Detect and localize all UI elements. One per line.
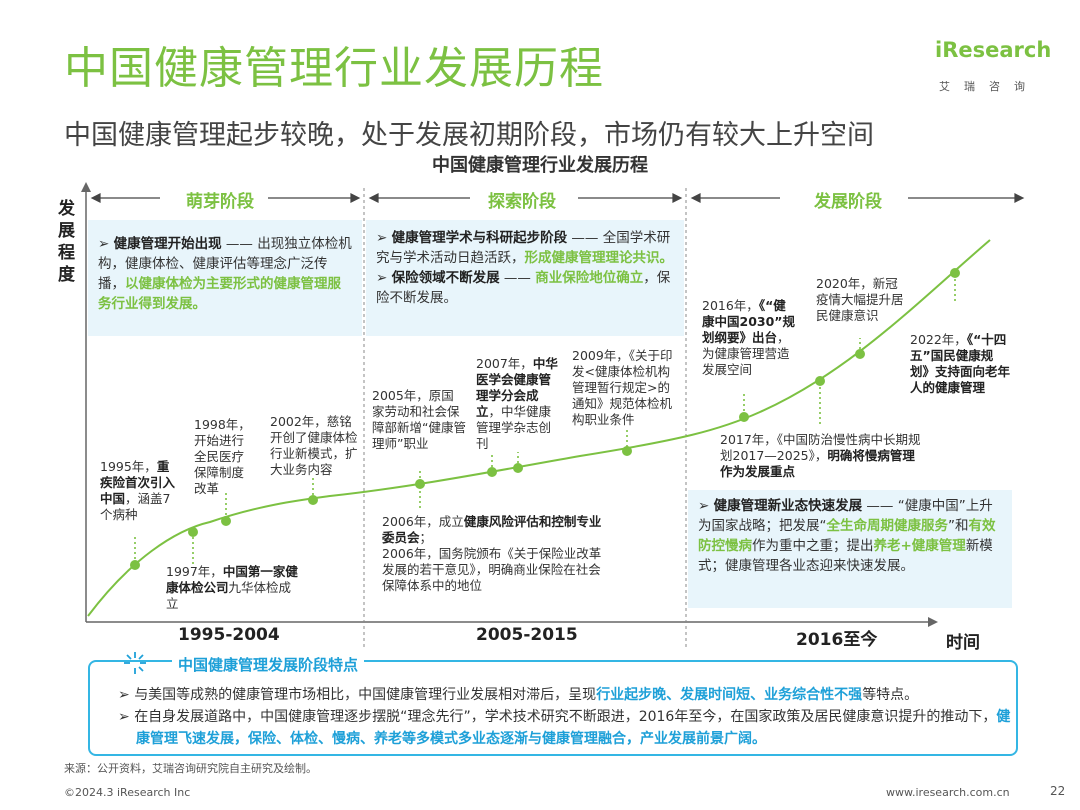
chart-title: 中国健康管理行业发展历程 — [432, 155, 648, 176]
page-title: 中国健康管理行业发展历程 — [64, 43, 604, 94]
dot-2005-2006 — [415, 479, 425, 489]
y-axis-arrow — [81, 182, 91, 192]
stage-summary-sprout: ➢ 健康管理开始出现 —— 出现独立体检机构，健康体检、健康评估等理念广泛传播，… — [88, 220, 362, 336]
dot-1995 — [130, 560, 140, 570]
milestone-2005: 2005年，原国家劳动和社会保障部新增“健康管理师”职业 — [372, 388, 466, 451]
dot-2017 — [815, 376, 825, 386]
period-label-3: 2016至今 — [796, 630, 878, 650]
dot-1998 — [221, 516, 231, 526]
dot-2020 — [855, 349, 865, 359]
dot-2007a — [487, 467, 497, 477]
stage-summary-explore: ➢ 健康管理学术与科研起步阶段 —— 全国学术研究与学术活动日趋活跃，形成健康管… — [366, 220, 684, 336]
feature-item-2: ➢ 在自身发展道路中，中国健康管理逐步摆脱“理念先行”，学术技术研究不断跟进，2… — [118, 709, 1011, 747]
dot-2009 — [622, 446, 632, 456]
logo-text: iResearch — [935, 38, 1052, 62]
milestone-2007: 2007年，中华医学会健康管理学分会成立，中华健康管理学杂志创刊 — [476, 356, 558, 451]
period-label-1: 1995-2004 — [178, 625, 280, 645]
dot-2002 — [308, 495, 318, 505]
bullet-arrow-icon: ➢ — [118, 687, 135, 703]
milestone-2009: 2009年，《关于印发<健康体检机构管理暂行规定>的通知》规范体检机构职业条件 — [572, 348, 673, 427]
milestone-2022: 2022年，《“十四五”国民健康规划》支持面向老年人的健康管理 — [910, 332, 1011, 395]
iresearch-logo: iResearch 艾瑞咨询 — [935, 38, 1051, 98]
x-axis-arrow — [928, 617, 938, 627]
copyright: ©2024.3 iResearch Inc — [64, 786, 191, 799]
leader-lines — [134, 274, 956, 565]
milestone-2002: 2002年，慈铭开创了健康体检行业新模式，扩大业务内容 — [270, 414, 358, 477]
milestone-1998: 1998年，开始进行全民医疗保障制度改革 — [194, 417, 251, 496]
stage-label-sprout: 萌芽阶段 — [186, 192, 254, 212]
features-title: 中国健康管理发展阶段特点 — [172, 654, 365, 675]
stage-label-explore: 探索阶段 — [488, 192, 556, 212]
stage-header-arrows — [90, 193, 1025, 203]
page-subtitle: 中国健康管理起步较晚，处于发展初期阶段，市场仍有较大上升空间 — [64, 120, 874, 151]
period-label-2: 2005-2015 — [476, 625, 578, 645]
milestone-dots — [130, 268, 960, 570]
milestone-2017: 2017年，《中国防治慢性病中长期规划2017—2025》，明确将慢病管理作为发… — [720, 432, 921, 479]
bullet-arrow-icon: ➢ — [698, 498, 714, 514]
page-number: 22 — [1050, 784, 1066, 798]
milestone-2020: 2020年，新冠疫情大幅提升居民健康意识 — [816, 276, 904, 323]
bullet-arrow-icon: ➢ — [118, 709, 135, 725]
features-panel: ➢ 与美国等成熟的健康管理市场相比，中国健康管理行业发展相对滞后，呈现行业起步晚… — [88, 660, 1018, 756]
bullet-arrow-icon: ➢ — [376, 230, 392, 246]
source-note: 来源：公开资料，艾瑞咨询研究院自主研究及绘制。 — [64, 762, 317, 775]
bullet-arrow-icon: ➢ — [98, 236, 114, 252]
milestone-2016: 2016年，《“健康中国2030”规划纲要》出台，为健康管理营造发展空间 — [702, 298, 796, 377]
y-axis-label: 发展程度 — [58, 199, 75, 285]
dot-2022 — [950, 268, 960, 278]
milestone-1995: 1995年，重疾险首次引入中国，涵盖7个病种 — [100, 459, 176, 522]
feature-item-1: ➢ 与美国等成熟的健康管理市场相比，中国健康管理行业发展相对滞后，呈现行业起步晚… — [118, 687, 919, 703]
milestone-1997: 1997年，中国第一家健康体检公司九华体检成立 — [166, 564, 298, 611]
dot-2016 — [739, 412, 749, 422]
dot-2007b — [513, 463, 523, 473]
stage-label-develop: 发展阶段 — [814, 192, 882, 212]
milestone-2006: 2006年，成立健康风险评估和控制专业委员会； 2006年，国务院颁布《关于保险业… — [382, 514, 602, 593]
logo-subtext: 艾瑞咨询 — [939, 80, 1039, 93]
x-axis-label: 时间 — [946, 633, 980, 653]
website-link[interactable]: www.iresearch.com.cn — [886, 786, 1010, 799]
stage-summary-develop: ➢ 健康管理新业态快速发展 —— “健康中国”上升为国家战略；把发展“全生命周期… — [688, 490, 1012, 608]
growth-curve — [87, 239, 991, 617]
sparkle-icon — [124, 652, 146, 674]
bullet-arrow-icon: ➢ — [376, 270, 392, 286]
dot-1997 — [188, 527, 198, 537]
